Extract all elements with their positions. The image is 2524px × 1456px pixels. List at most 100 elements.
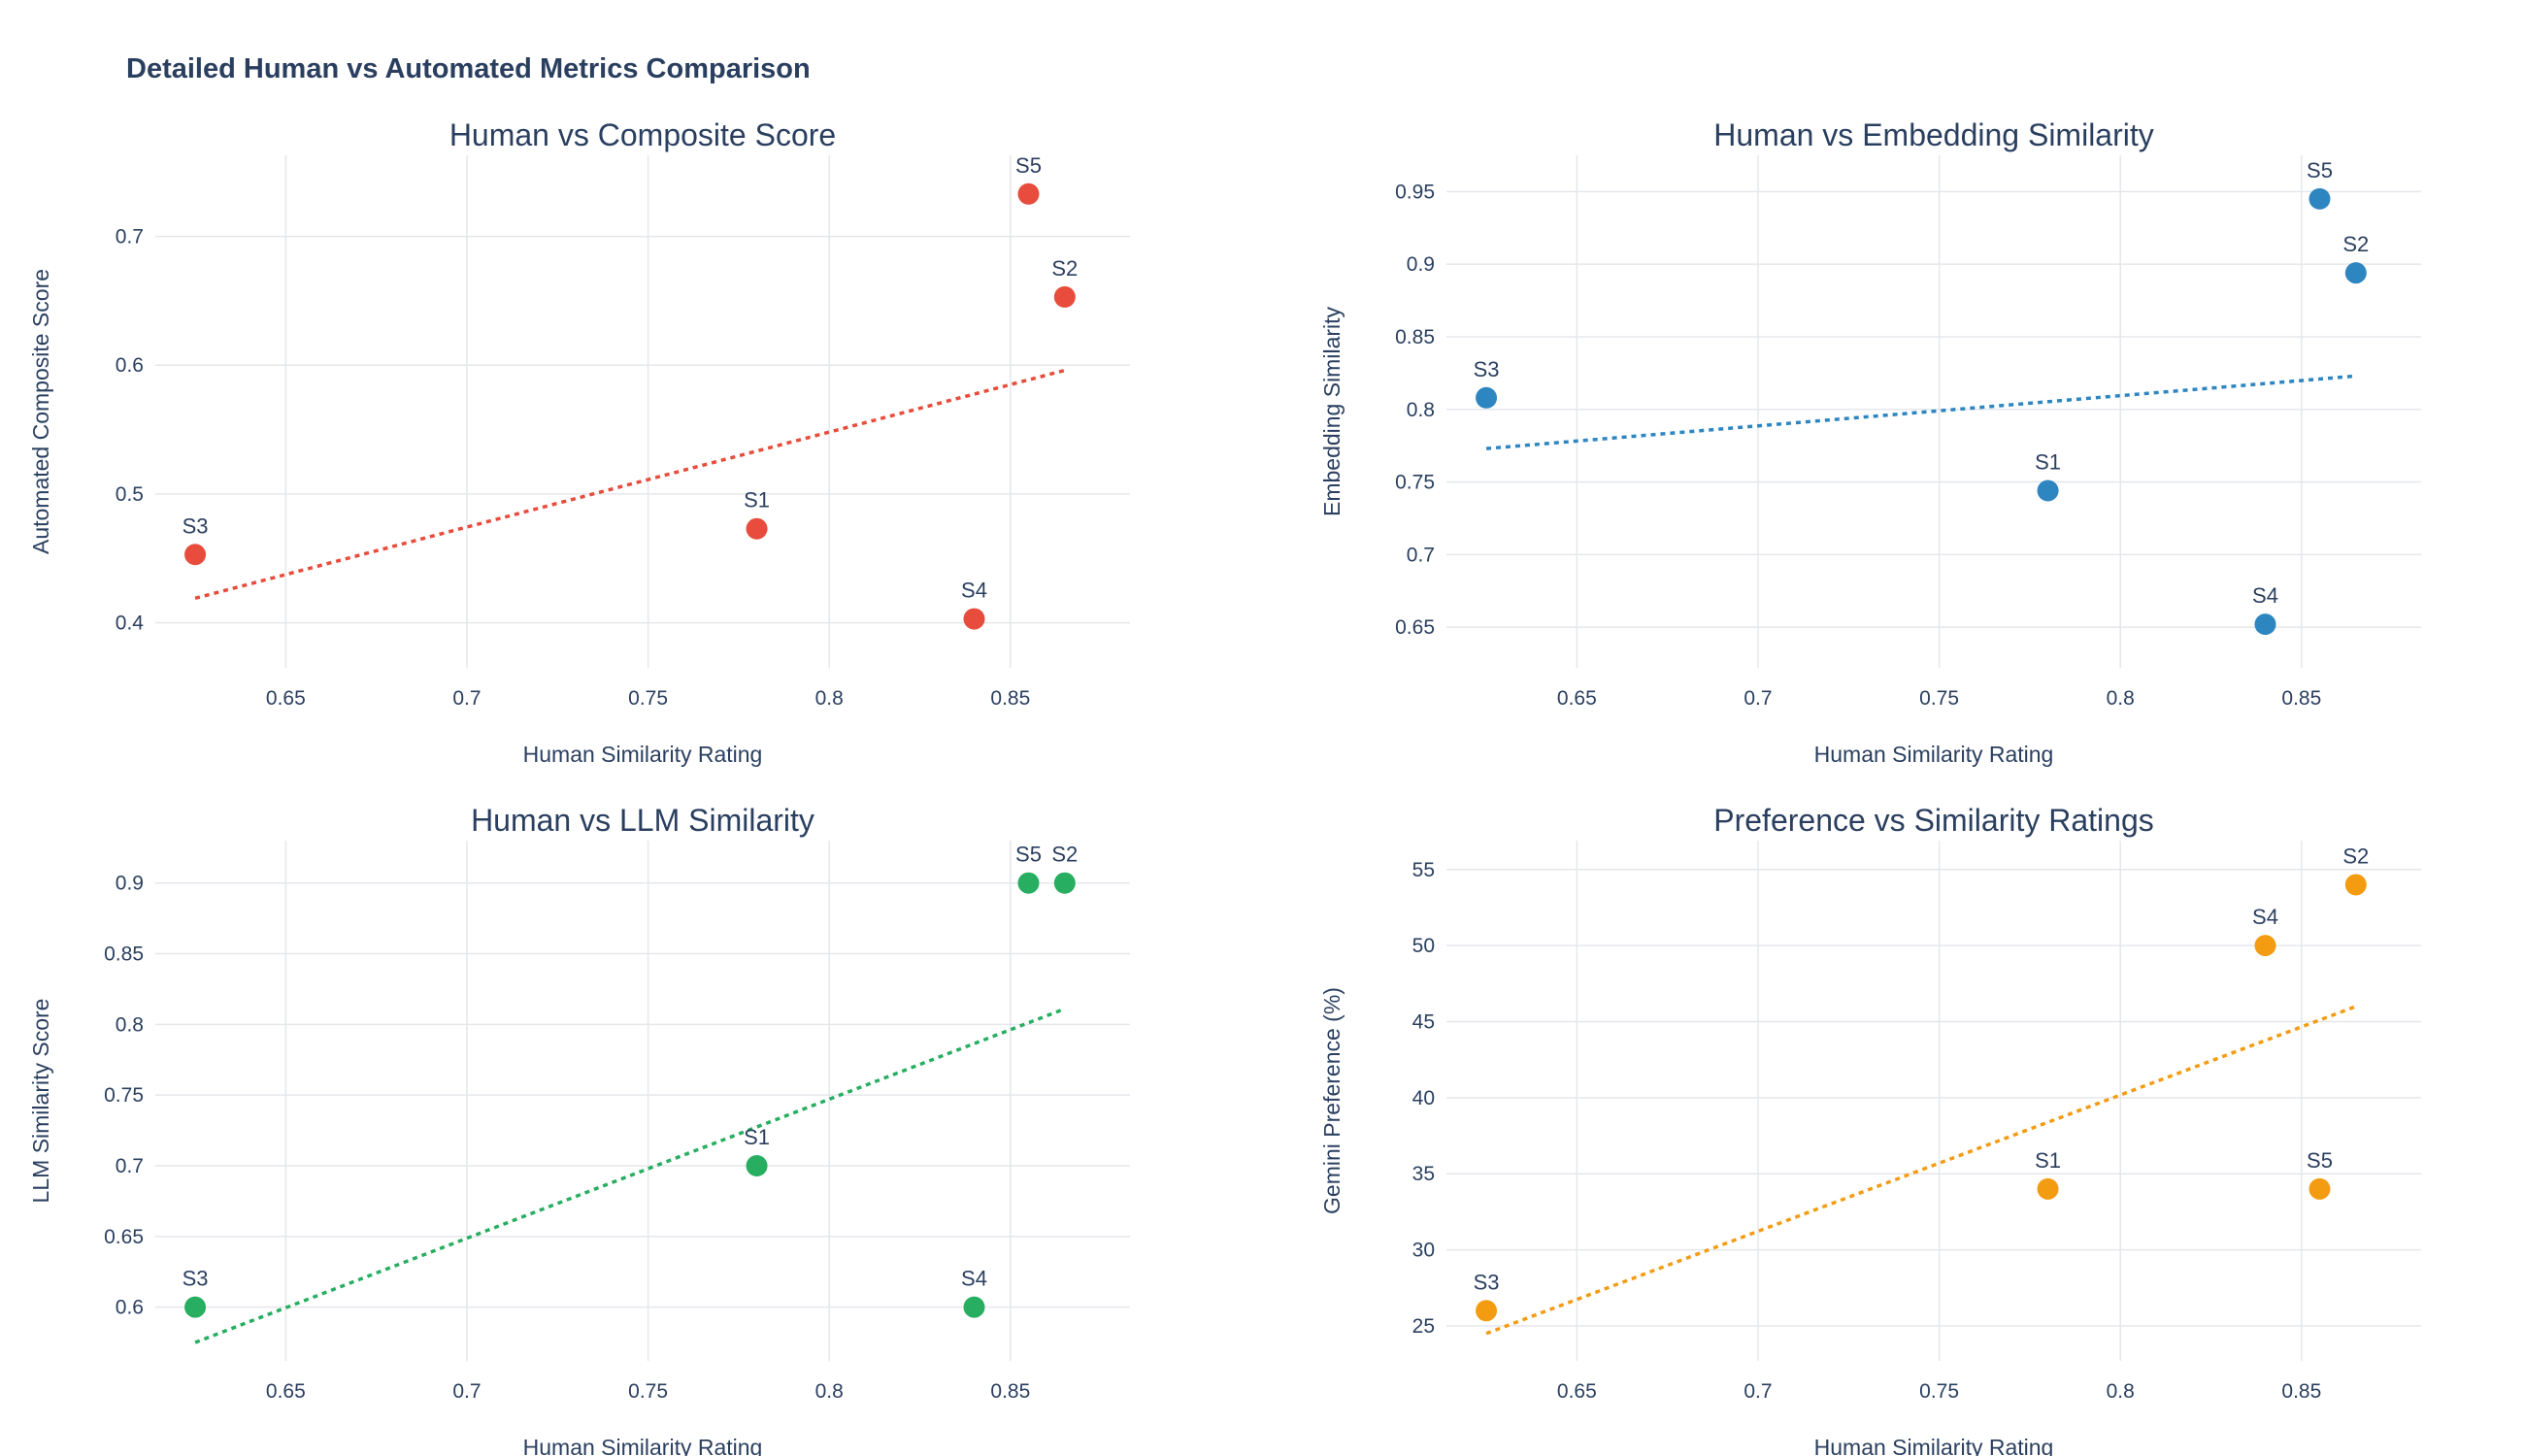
composite-y-axis-title: Automated Composite Score: [28, 269, 53, 554]
embedding-y-tick-label: 0.85: [1395, 326, 1435, 348]
embedding-y-tick-label: 0.95: [1395, 181, 1435, 203]
preference-grid: [1446, 841, 2421, 1361]
llm-y-tick-label: 0.8: [116, 1013, 144, 1036]
llm-x-tick-label: 0.8: [815, 1380, 844, 1403]
preference-y-tick-label: 45: [1412, 1011, 1435, 1034]
preference-point-s5: [2308, 1177, 2331, 1200]
preference-x-tick-label: 0.75: [1919, 1380, 1959, 1403]
llm-y-tick-label: 0.7: [116, 1155, 144, 1177]
llm-point-label: S4: [961, 1267, 987, 1291]
llm-grid: [155, 841, 1130, 1361]
preference-y-tick-label: 55: [1412, 859, 1435, 881]
embedding-y-tick-label: 0.7: [1407, 544, 1435, 566]
preference-y-tick-label: 50: [1412, 935, 1435, 957]
preference-x-tick-label: 0.7: [1744, 1380, 1772, 1403]
embedding-x-tick-label: 0.75: [1919, 687, 1959, 710]
llm-title: Human vs LLM Similarity: [471, 803, 814, 838]
llm-y-tick-label: 0.85: [104, 943, 144, 966]
composite-x-tick-label: 0.65: [266, 687, 306, 710]
llm-point-label: S2: [1051, 843, 1078, 867]
embedding-y-tick-label: 0.75: [1395, 472, 1435, 494]
preference-x-tick-label: 0.65: [1557, 1380, 1597, 1403]
composite-point-label: S3: [183, 513, 209, 538]
llm-x-axis-title: Human Similarity Rating: [523, 1435, 763, 1456]
composite-point-label: S4: [961, 579, 987, 603]
embedding-point-label: S2: [2342, 232, 2369, 256]
preference-y-tick-label: 25: [1412, 1315, 1435, 1338]
subplots: 0.65 0.7 0.75 0.8 0.85 0.4 0.5 0.6 0.7 Human vs C…: [28, 117, 2421, 1456]
embedding-x-tick-label: 0.8: [2107, 687, 2135, 710]
composite-point-s4: [963, 608, 985, 630]
preference-point-s2: [2344, 874, 2367, 896]
preference-y-tick-label: 35: [1412, 1163, 1435, 1185]
embedding-point-s4: [2254, 613, 2276, 636]
preference-x-tick-label: 0.8: [2107, 1380, 2135, 1403]
composite-point-label: S1: [744, 488, 770, 513]
embedding-x-tick-label: 0.7: [1744, 687, 1772, 710]
preference-point-label: S1: [2035, 1148, 2061, 1173]
preference-y-tick-label: 30: [1412, 1240, 1435, 1262]
llm-y-tick-label: 0.9: [116, 873, 144, 895]
composite-y-tick-label: 0.5: [116, 483, 144, 506]
embedding-point-s5: [2308, 187, 2331, 210]
composite-y-tick-label: 0.6: [116, 354, 144, 377]
embedding-x-tick-label: 0.85: [2281, 687, 2321, 710]
composite-point-label: S2: [1051, 256, 1078, 281]
composite-title: Human vs Composite Score: [449, 117, 836, 152]
llm-point-s2: [1053, 872, 1076, 894]
llm-point-s4: [963, 1296, 985, 1318]
composite-point-s3: [184, 544, 207, 566]
embedding-point-label: S5: [2307, 158, 2333, 182]
embedding-title: Human vs Embedding Similarity: [1713, 117, 2154, 152]
preference-x-axis-title: Human Similarity Rating: [1814, 1435, 2054, 1456]
composite-y-tick-label: 0.7: [116, 226, 144, 248]
preference-point-label: S4: [2252, 905, 2278, 929]
composite-x-axis-title: Human Similarity Rating: [523, 742, 763, 767]
llm-x-tick-label: 0.65: [266, 1380, 306, 1403]
composite-x-tick-label: 0.7: [452, 687, 481, 710]
preference-y-axis-title: Gemini Preference (%): [1319, 987, 1345, 1214]
subplot-composite: 0.65 0.7 0.75 0.8 0.85 0.4 0.5 0.6 0.7 Human vs C…: [28, 117, 1130, 767]
preference-point-label: S2: [2342, 844, 2369, 868]
embedding-y-axis-title: Embedding Similarity: [1319, 306, 1345, 516]
llm-point-label: S3: [183, 1267, 209, 1291]
embedding-x-axis-title: Human Similarity Rating: [1814, 742, 2054, 767]
llm-point-label: S1: [744, 1125, 770, 1149]
embedding-point-label: S1: [2035, 450, 2061, 475]
llm-y-axis-title: LLM Similarity Score: [28, 999, 53, 1204]
embedding-point-s1: [2037, 480, 2059, 502]
embedding-point-label: S3: [1474, 357, 1500, 381]
llm-point-s5: [1017, 872, 1040, 894]
composite-x-tick-label: 0.85: [990, 687, 1030, 710]
embedding-point-label: S4: [2252, 583, 2278, 608]
figure-title: Detailed Human vs Automated Metrics Comp…: [126, 53, 811, 84]
preference-point-label: S5: [2307, 1148, 2333, 1173]
subplot-llm: 0.65 0.7 0.75 0.8 0.85 0.6 0.65 0.7 0.75 0.8 0.85 0…: [28, 803, 1130, 1456]
composite-point-label: S5: [1015, 153, 1042, 178]
llm-x-tick-label: 0.7: [452, 1380, 481, 1403]
composite-point-s5: [1017, 182, 1040, 205]
llm-y-tick-label: 0.75: [104, 1084, 144, 1107]
composite-point-s1: [746, 517, 768, 540]
preference-title: Preference vs Similarity Ratings: [1713, 803, 2153, 838]
preference-point-s4: [2254, 935, 2276, 957]
composite-grid: [155, 155, 1130, 668]
embedding-point-s2: [2344, 262, 2367, 284]
composite-point-s2: [1053, 285, 1076, 308]
embedding-y-tick-label: 0.65: [1395, 616, 1435, 639]
embedding-point-s3: [1476, 386, 1498, 409]
subplot-embedding: 0.65 0.7 0.75 0.8 0.85 0.65 0.7 0.75 0.8 0.85 0.9 0…: [1319, 117, 2421, 767]
embedding-y-tick-label: 0.8: [1407, 399, 1435, 421]
embedding-x-tick-label: 0.65: [1557, 687, 1597, 710]
llm-point-s3: [184, 1296, 207, 1318]
embedding-y-tick-label: 0.9: [1407, 253, 1435, 276]
llm-y-tick-label: 0.65: [104, 1226, 144, 1248]
llm-point-label: S5: [1015, 843, 1042, 867]
composite-x-tick-label: 0.8: [815, 687, 844, 710]
subplot-preference: 0.65 0.7 0.75 0.8 0.85 25 30 35 40 45 50 55 Preferen…: [1319, 803, 2421, 1456]
llm-point-s1: [746, 1155, 768, 1176]
preference-y-tick-label: 40: [1412, 1087, 1435, 1109]
composite-x-tick-label: 0.75: [628, 687, 668, 710]
